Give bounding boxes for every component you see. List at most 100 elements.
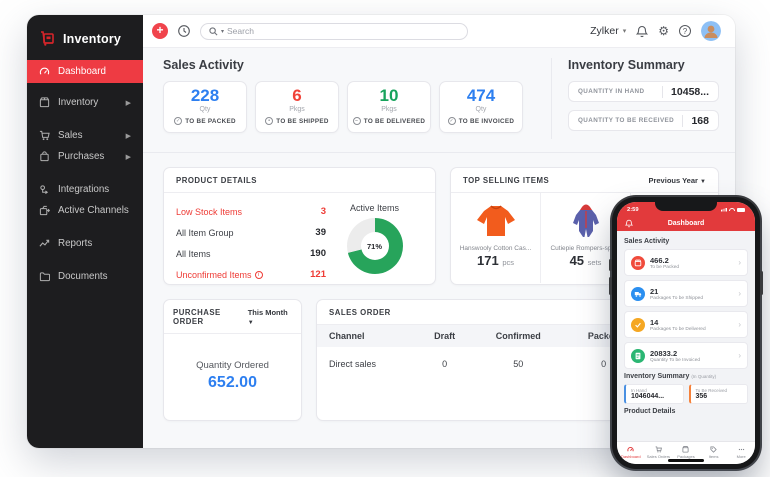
tag-icon: [710, 445, 717, 453]
row-value: 39: [315, 227, 326, 238]
sidebar-item-label: Inventory: [58, 97, 99, 108]
period-selector[interactable]: This Month ▼: [247, 308, 288, 326]
phone-in-hand-card: In Hand 1046044...: [624, 384, 684, 404]
purchase-order-title: PURCHASE ORDER: [173, 308, 221, 326]
cart-icon: [39, 130, 50, 141]
sidebar-item-active-channels[interactable]: Active Channels: [27, 200, 143, 221]
quantity-to-be-received-row: QUANTITY TO BE RECEIVED 168: [568, 110, 719, 131]
stat-value: 6: [292, 86, 302, 105]
sidebar-nav: Dashboard Inventory ▶ Sales ▶ Purchases …: [27, 60, 143, 287]
topbar: + ▾ Search Zylker ▾ ⚙ ?: [143, 15, 735, 48]
add-new-button[interactable]: +: [152, 23, 168, 39]
quantity-ordered-label: Quantity Ordered: [196, 360, 269, 371]
phone-tab-bar: Dashboard Sales Orders Packages Items Mo…: [617, 441, 755, 464]
column-header: Channel: [317, 325, 422, 347]
chevron-right-icon: ▶: [125, 153, 131, 161]
stat-value: 466.2: [650, 255, 669, 265]
tab-items[interactable]: Items: [700, 445, 728, 459]
inventory-summary-title: Inventory Summary: [568, 58, 685, 72]
romper-product-image: [568, 199, 604, 243]
row-value: 121: [310, 269, 326, 280]
column-header: Draft: [421, 325, 469, 347]
phone-mockup: 2:59 Dashboard Sales Activity 466.2 To b…: [609, 197, 763, 469]
stat-unit: Qty: [199, 106, 211, 113]
sidebar-item-dashboard[interactable]: Dashboard: [27, 60, 143, 83]
dot-circle-icon: •: [265, 117, 274, 125]
chevron-right-icon: ▶: [125, 132, 131, 140]
power-button: [760, 271, 763, 295]
sidebar-item-label: Documents: [58, 271, 108, 282]
stat-label: Quantity To be Invoiced: [650, 357, 701, 363]
tab-sales-orders[interactable]: Sales Orders: [645, 445, 673, 459]
item-name: Hanswooly Cotton Cas...: [459, 245, 532, 252]
sidebar-item-label: Purchases: [58, 151, 105, 162]
card-value: 1046044...: [631, 393, 665, 400]
row-value: 10458...: [662, 85, 709, 98]
info-icon[interactable]: i: [254, 270, 263, 279]
unconfirmed-items-row[interactable]: Unconfirmed Items i 121: [176, 264, 326, 284]
tab-label: Dashboard: [621, 453, 641, 459]
chevron-right-icon: ›: [738, 258, 741, 267]
sidebar-item-inventory[interactable]: Inventory ▶: [27, 92, 143, 113]
sidebar-item-label: Reports: [58, 238, 93, 249]
low-stock-items-row[interactable]: Low Stock Items 3: [176, 201, 326, 222]
phone-product-details-title: Product Details: [624, 408, 676, 415]
sidebar-item-reports[interactable]: Reports: [27, 233, 143, 254]
package-icon: [631, 255, 645, 270]
sidebar-item-sales[interactable]: Sales ▶: [27, 125, 143, 146]
column-header: Confirmed: [468, 325, 569, 347]
sales-activity-section: Sales Activity 228 Qty ✓ TO BE PACKED 6 P…: [163, 58, 535, 139]
phone-screen: 2:59 Dashboard Sales Activity 466.2 To b…: [617, 202, 755, 464]
confirmed-cell: 50: [513, 359, 524, 369]
phone-to-be-delivered-row[interactable]: 14 Packages To be Delivered ›: [624, 311, 748, 338]
notifications-icon[interactable]: [636, 25, 649, 38]
tab-more[interactable]: More: [727, 446, 755, 459]
org-selector[interactable]: Zylker ▾: [590, 25, 626, 37]
top-selling-items-title: TOP SELLING ITEMS: [463, 176, 550, 185]
to-be-invoiced-card[interactable]: 474 Qty ✓ TO BE INVOICED: [439, 81, 523, 133]
sidebar-item-label: Active Channels: [58, 205, 129, 216]
truck-icon: [631, 286, 645, 301]
phone-to-be-packed-row[interactable]: 466.2 To be Packed ›: [624, 249, 748, 276]
sidebar-item-integrations[interactable]: Integrations: [27, 179, 143, 200]
packed-cell: 0: [601, 359, 607, 369]
bell-icon[interactable]: [625, 219, 633, 228]
to-be-shipped-card[interactable]: 6 Pkgs • TO BE SHIPPED: [255, 81, 339, 133]
tab-packages[interactable]: Packages: [672, 445, 700, 459]
top-selling-item[interactable]: Hanswooly Cotton Cas... 171 pcs: [451, 193, 541, 283]
sweater-product-image: [474, 199, 518, 243]
phone-to-be-invoiced-row[interactable]: 20833.2 Quantity To be Invoiced ›: [624, 342, 748, 369]
card-value: 356: [695, 393, 708, 400]
recent-history-icon[interactable]: [177, 24, 191, 38]
stat-label: TO BE PACKED: [185, 117, 236, 125]
settings-gear-icon[interactable]: ⚙: [658, 24, 669, 38]
app-title: Inventory: [63, 31, 122, 46]
phone-to-be-shipped-row[interactable]: 21 Packages To be Shipped ›: [624, 280, 748, 307]
gauge-icon: [627, 446, 634, 451]
all-item-group-row[interactable]: All Item Group 39: [176, 222, 326, 243]
user-avatar[interactable]: [701, 21, 721, 41]
row-label: All Item Group: [176, 227, 234, 238]
row-label: QUANTITY TO BE RECEIVED: [578, 117, 675, 124]
sidebar-item-label: Dashboard: [58, 66, 106, 77]
chevron-right-icon: ›: [738, 351, 741, 360]
sidebar-item-purchases[interactable]: Purchases ▶: [27, 146, 143, 167]
sales-activity-title: Sales Activity: [163, 58, 244, 72]
help-icon[interactable]: ?: [679, 25, 691, 37]
tab-dashboard[interactable]: Dashboard: [617, 446, 645, 459]
trend-icon: [39, 239, 50, 247]
sidebar-item-documents[interactable]: Documents: [27, 266, 143, 287]
to-be-packed-card[interactable]: 228 Qty ✓ TO BE PACKED: [163, 81, 247, 133]
item-unit: sets: [587, 258, 602, 267]
chevron-down-icon: ▼: [247, 320, 254, 326]
chevron-right-icon: ›: [738, 289, 741, 298]
period-selector[interactable]: Previous Year ▼: [648, 176, 706, 185]
stat-unit: Pkgs: [381, 106, 397, 113]
cart-icon: [655, 445, 662, 452]
volume-up-button: [609, 259, 612, 271]
search-input[interactable]: ▾ Search: [200, 22, 468, 40]
channels-icon: [39, 205, 50, 216]
row-value: 190: [310, 248, 326, 259]
to-be-delivered-card[interactable]: 10 Pkgs − TO BE DELIVERED: [347, 81, 431, 133]
all-items-row[interactable]: All Items 190: [176, 243, 326, 264]
